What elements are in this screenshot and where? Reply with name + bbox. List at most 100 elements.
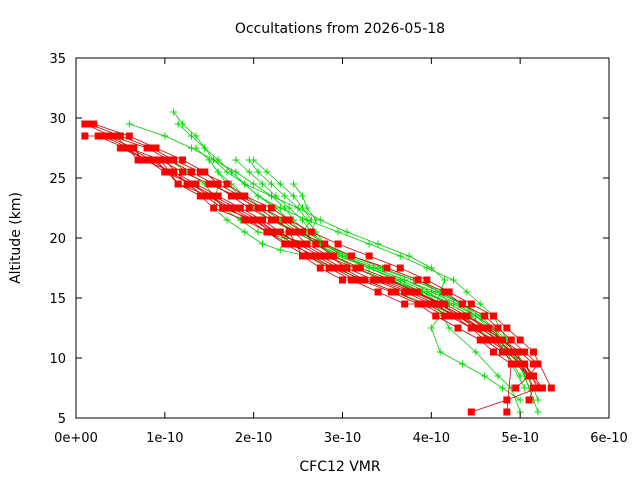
data-point (112, 132, 120, 140)
data-point (494, 324, 502, 332)
data-point (152, 156, 160, 164)
data-point (210, 204, 218, 212)
data-point (534, 384, 542, 392)
data-point (476, 324, 484, 332)
data-point (187, 180, 195, 188)
data-point (365, 252, 373, 260)
data-point (445, 288, 453, 296)
data-point (516, 360, 524, 368)
data-point (170, 168, 178, 176)
data-point (370, 264, 378, 272)
x-tick-label: 6e-10 (590, 431, 628, 446)
data-point (432, 300, 440, 308)
data-point (405, 288, 413, 296)
data-point (281, 192, 289, 200)
data-point (285, 228, 293, 236)
data-point (223, 216, 231, 224)
data-point (201, 168, 209, 176)
data-point (463, 288, 471, 296)
data-point (427, 324, 435, 332)
data-point (396, 264, 404, 272)
data-point (276, 228, 284, 236)
data-point (210, 192, 218, 200)
data-point (272, 216, 280, 224)
data-point (116, 144, 124, 152)
data-point (81, 132, 89, 140)
x-tick-label: 3e-10 (324, 431, 362, 446)
x-tick: 5e-10 (501, 58, 539, 446)
data-point (538, 384, 546, 392)
data-point (463, 312, 471, 320)
data-point (125, 120, 133, 128)
data-point (343, 264, 351, 272)
y-tick: 20 (49, 232, 609, 247)
data-point (232, 204, 240, 212)
data-point (512, 384, 520, 392)
data-point (236, 204, 244, 212)
y-tick: 30 (49, 112, 609, 127)
data-point (490, 336, 498, 344)
data-point (423, 276, 431, 284)
data-point (254, 204, 262, 212)
x-axis-label: CFC12 VMR (299, 459, 381, 475)
red-profile-series (116, 144, 542, 416)
data-point (374, 288, 382, 296)
data-point (472, 324, 480, 332)
data-point (108, 132, 116, 140)
y-tick: 25 (49, 172, 609, 187)
data-point (267, 204, 275, 212)
ticks-layer: 0e+00 1e-10 2e-10 3e-10 4e-10 5e-10 6e-10 5 10 15… (49, 52, 627, 446)
data-point (334, 228, 342, 236)
data-point (174, 180, 182, 188)
x-tick-label: 1e-10 (146, 431, 184, 446)
data-point (490, 312, 498, 320)
x-tick-label: 5e-10 (501, 431, 539, 446)
data-point (125, 144, 133, 152)
data-point (116, 132, 124, 140)
data-point (356, 264, 364, 272)
x-tick: 4e-10 (413, 58, 450, 446)
data-point (423, 300, 431, 308)
data-point (303, 252, 311, 260)
data-point (196, 192, 204, 200)
data-point (241, 192, 249, 200)
data-point (507, 360, 515, 368)
data-point (525, 396, 533, 404)
data-point (529, 348, 537, 356)
data-point (245, 168, 253, 176)
data-point (254, 168, 262, 176)
data-point (214, 180, 222, 188)
data-point (516, 336, 524, 344)
data-point (263, 168, 271, 176)
data-point (529, 372, 537, 380)
data-point (467, 408, 475, 416)
data-point (481, 324, 489, 332)
data-point (267, 216, 275, 224)
data-point (516, 348, 524, 356)
data-point (321, 252, 329, 260)
data-point (436, 300, 444, 308)
data-point (134, 156, 142, 164)
data-point (85, 120, 93, 128)
data-point (183, 180, 191, 188)
data-point (272, 192, 280, 200)
data-point (223, 180, 231, 188)
data-point (170, 156, 178, 164)
data-point (525, 372, 533, 380)
red-profile-series (85, 120, 555, 392)
series-line (138, 159, 512, 413)
data-point (529, 384, 537, 392)
data-point (521, 384, 529, 392)
data-point (232, 156, 240, 164)
data-point (472, 348, 480, 356)
y-tick-label: 10 (49, 352, 66, 367)
data-point (383, 276, 391, 284)
data-point (201, 144, 209, 152)
data-point (174, 120, 182, 128)
data-point (307, 252, 315, 260)
data-point (281, 240, 289, 248)
data-point (290, 192, 298, 200)
data-point (179, 156, 187, 164)
data-point (303, 204, 311, 212)
data-point (165, 156, 173, 164)
